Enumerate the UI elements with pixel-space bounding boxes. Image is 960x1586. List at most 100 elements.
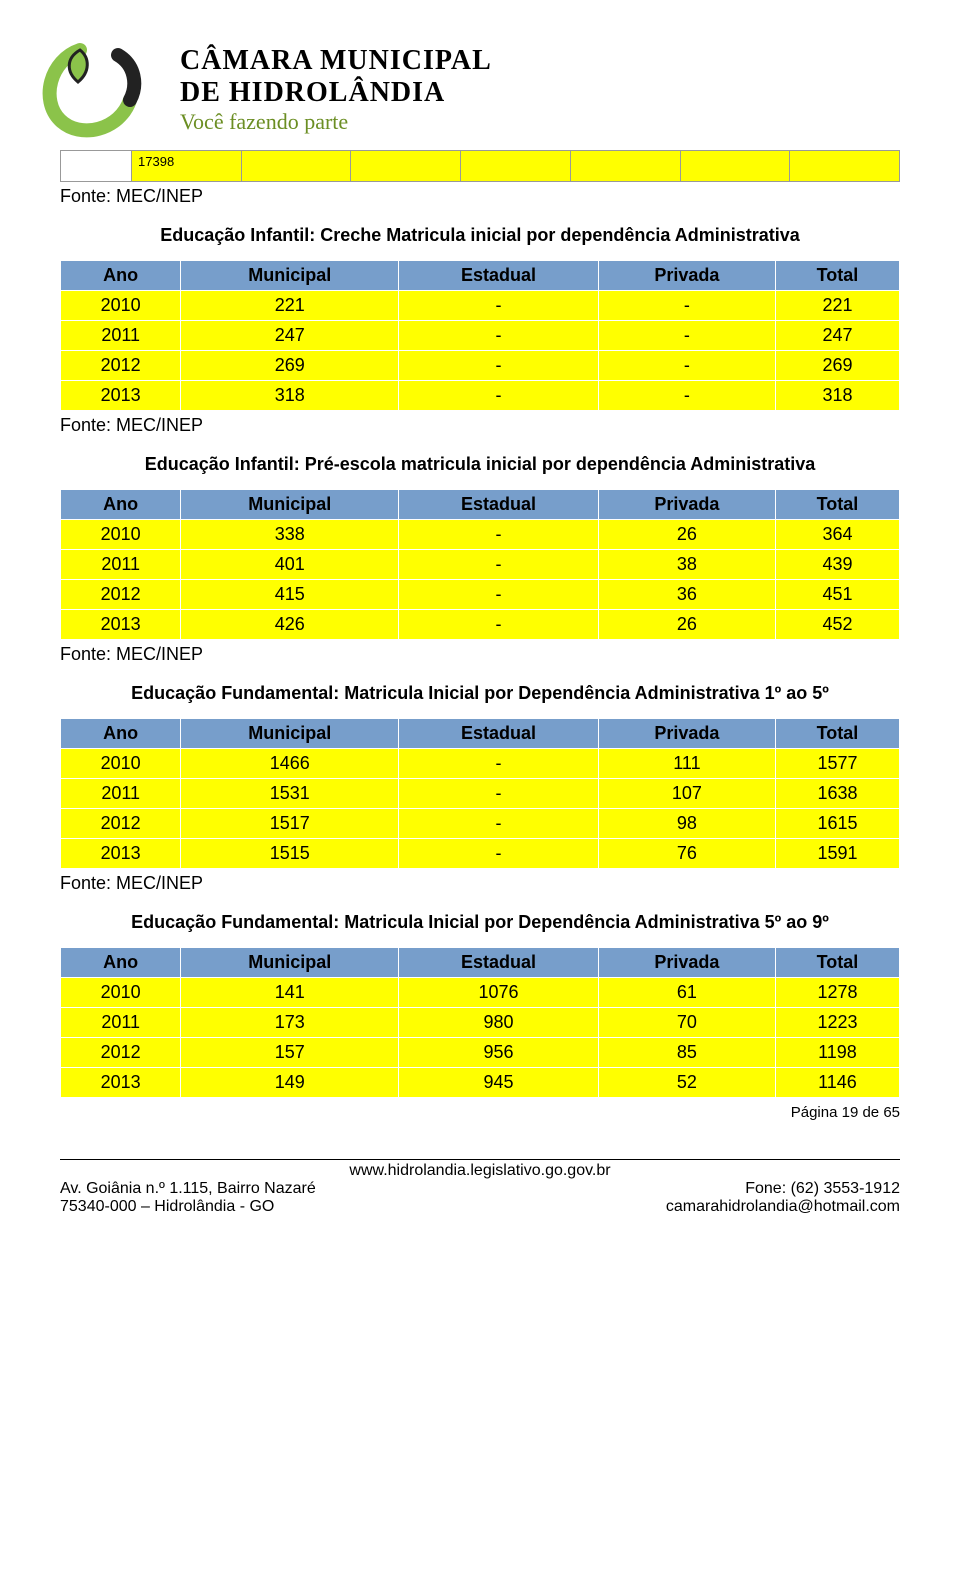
table-cell: 157 xyxy=(181,1038,399,1068)
col-estadual: Estadual xyxy=(399,948,599,978)
section4-title: Educação Fundamental: Matricula Inicial … xyxy=(60,912,900,933)
table-cell: 1591 xyxy=(775,839,899,869)
section4-body: 2010141107661127820111739807012232012157… xyxy=(61,978,900,1098)
table-cell: 1531 xyxy=(181,779,399,809)
table-cell: 38 xyxy=(598,550,775,580)
table-cell: 439 xyxy=(775,550,899,580)
table-cell: 401 xyxy=(181,550,399,580)
table-header-row: Ano Municipal Estadual Privada Total xyxy=(61,948,900,978)
source-label: Fonte: MEC/INEP xyxy=(60,186,900,207)
col-total: Total xyxy=(775,261,899,291)
col-privada: Privada xyxy=(598,948,775,978)
table-cell: 2011 xyxy=(61,779,181,809)
page: CÂMARA MUNICIPAL DE HIDROLÂNDIA Você faz… xyxy=(0,0,960,1236)
table-row: 2010338-26364 xyxy=(61,520,900,550)
table-row: 2013149945521146 xyxy=(61,1068,900,1098)
table-cell: - xyxy=(399,381,599,411)
table-cell: 221 xyxy=(775,291,899,321)
table-cell: - xyxy=(399,610,599,640)
top-value-blank-cell xyxy=(242,151,352,181)
source-label: Fonte: MEC/INEP xyxy=(60,644,900,665)
table-header-row: Ano Municipal Estadual Privada Total xyxy=(61,261,900,291)
top-value-row: 17398 xyxy=(60,150,900,182)
table-cell: 318 xyxy=(181,381,399,411)
col-privada: Privada xyxy=(598,490,775,520)
table-cell: 26 xyxy=(598,520,775,550)
table-row: 20101411076611278 xyxy=(61,978,900,1008)
table-cell: 98 xyxy=(598,809,775,839)
table-cell: 2010 xyxy=(61,291,181,321)
table-cell: - xyxy=(399,809,599,839)
table-header-row: Ano Municipal Estadual Privada Total xyxy=(61,490,900,520)
col-total: Total xyxy=(775,948,899,978)
col-privada: Privada xyxy=(598,719,775,749)
section2-title: Educação Infantil: Pré-escola matricula … xyxy=(60,454,900,475)
col-estadual: Estadual xyxy=(399,261,599,291)
table-cell: 364 xyxy=(775,520,899,550)
table-cell: 2011 xyxy=(61,321,181,351)
header-text: CÂMARA MUNICIPAL DE HIDROLÂNDIA Você faz… xyxy=(180,45,492,135)
top-value-blank xyxy=(61,151,132,181)
table-cell: 2010 xyxy=(61,520,181,550)
table-cell: 1198 xyxy=(775,1038,899,1068)
page-number: Página 19 de 65 xyxy=(60,1104,900,1121)
table-cell: 1615 xyxy=(775,809,899,839)
col-ano: Ano xyxy=(61,261,181,291)
col-municipal: Municipal xyxy=(181,948,399,978)
col-ano: Ano xyxy=(61,948,181,978)
table-cell: 2012 xyxy=(61,351,181,381)
table-row: 2011247--247 xyxy=(61,321,900,351)
table-row: 20111531-1071638 xyxy=(61,779,900,809)
table-cell: 1146 xyxy=(775,1068,899,1098)
col-ano: Ano xyxy=(61,719,181,749)
top-value-blank-cell xyxy=(461,151,571,181)
col-estadual: Estadual xyxy=(399,719,599,749)
top-value-blank-cell xyxy=(790,151,899,181)
table-cell: - xyxy=(598,381,775,411)
table-cell: 221 xyxy=(181,291,399,321)
table-cell: 426 xyxy=(181,610,399,640)
footer-row2: 75340-000 – Hidrolândia - GO camarahidro… xyxy=(60,1198,900,1216)
col-estadual: Estadual xyxy=(399,490,599,520)
table-cell: - xyxy=(399,749,599,779)
table-cell: 269 xyxy=(181,351,399,381)
top-value-blank-cell xyxy=(681,151,791,181)
table-cell: - xyxy=(399,351,599,381)
table-cell: 85 xyxy=(598,1038,775,1068)
table-cell: 2011 xyxy=(61,550,181,580)
table-cell: 149 xyxy=(181,1068,399,1098)
col-municipal: Municipal xyxy=(181,490,399,520)
section1-table: Ano Municipal Estadual Privada Total 201… xyxy=(60,260,900,411)
header-line3: Você fazendo parte xyxy=(180,109,492,135)
table-cell: 173 xyxy=(181,1008,399,1038)
table-row: 2010221--221 xyxy=(61,291,900,321)
table-cell: 2010 xyxy=(61,749,181,779)
table-cell: 2012 xyxy=(61,580,181,610)
table-cell: 61 xyxy=(598,978,775,1008)
table-cell: 2012 xyxy=(61,809,181,839)
source-label: Fonte: MEC/INEP xyxy=(60,873,900,894)
table-cell: 1638 xyxy=(775,779,899,809)
table-cell: 76 xyxy=(598,839,775,869)
footer-row1: Av. Goiânia n.º 1.115, Bairro Nazaré Fon… xyxy=(60,1180,900,1198)
table-cell: - xyxy=(598,351,775,381)
table-cell: 945 xyxy=(399,1068,599,1098)
col-ano: Ano xyxy=(61,490,181,520)
page-header: CÂMARA MUNICIPAL DE HIDROLÂNDIA Você faz… xyxy=(30,40,900,140)
table-row: 20131515-761591 xyxy=(61,839,900,869)
table-cell: 247 xyxy=(181,321,399,351)
table-cell: - xyxy=(598,321,775,351)
table-cell: - xyxy=(598,291,775,321)
table-cell: 269 xyxy=(775,351,899,381)
table-cell: 247 xyxy=(775,321,899,351)
section1-title: Educação Infantil: Creche Matricula inic… xyxy=(60,225,900,246)
table-cell: 2012 xyxy=(61,1038,181,1068)
table-row: 2011173980701223 xyxy=(61,1008,900,1038)
table-cell: 980 xyxy=(399,1008,599,1038)
col-total: Total xyxy=(775,490,899,520)
table-cell: - xyxy=(399,321,599,351)
header-line2: DE HIDROLÂNDIA xyxy=(180,77,492,109)
table-cell: - xyxy=(399,520,599,550)
section3-table: Ano Municipal Estadual Privada Total 201… xyxy=(60,718,900,869)
table-row: 2012157956851198 xyxy=(61,1038,900,1068)
